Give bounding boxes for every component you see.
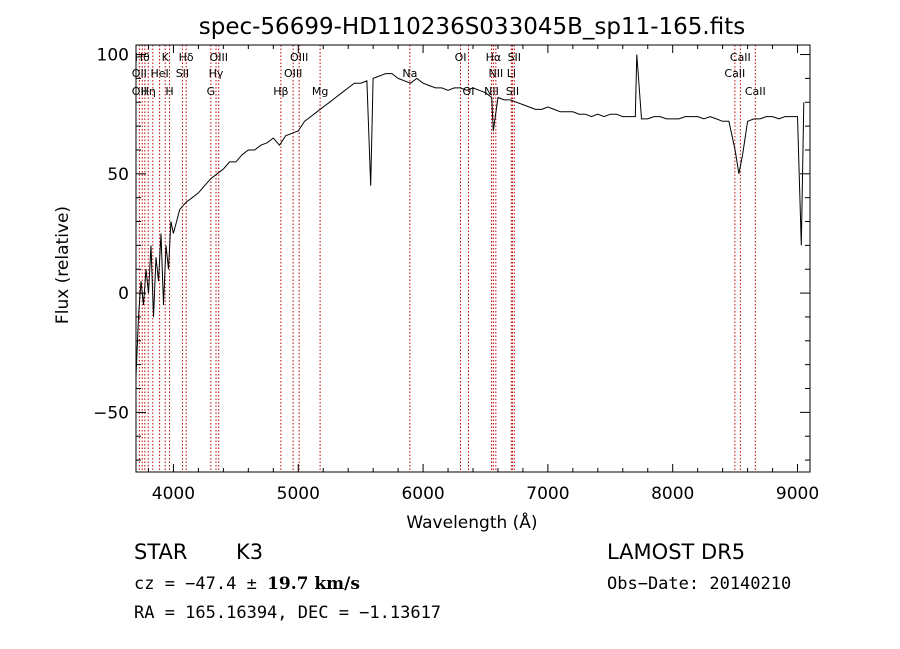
y-tick-label-2: 50 [107,165,129,185]
cz-prefix: cz = −47.4 ± [134,574,268,594]
marker-label-0-5: OI [455,51,467,64]
survey-name: LAMOST DR5 [607,540,746,564]
line-markers [138,45,756,472]
y-axis-label: Flux (relative) [53,206,73,324]
marker-label-1-7: Li [507,67,516,80]
marker-label-1-5: Na [402,67,417,80]
marker-label-2-5: Mg [312,85,328,98]
marker-label-2-7: NII [484,85,499,98]
plot-frame [135,44,811,473]
x-axis-label: Wavelength (Å) [406,511,537,533]
spectrum-series-line [135,54,805,377]
marker-label-2-4: Hβ [273,85,288,98]
x-tick-label-3: 7000 [526,484,569,504]
marker-label-1-6: NII [488,67,503,80]
x-axis-ticks: 4000 5000 6000 7000 8000 9000 [147,45,819,504]
x-tick-label-1: 5000 [277,484,320,504]
marker-label-2-2: H [165,85,173,98]
marker-label-2-3: G [207,85,216,98]
cz-value: 19.7 km/s [267,574,360,594]
marker-label-1-2: SII [176,67,189,80]
marker-label-2-8: SII [506,85,519,98]
marker-label-0-4: OIII [290,51,308,64]
x-tick-label-5: 9000 [776,484,819,504]
marker-label-1-4: OIII [284,67,302,80]
marker-label-2-1: Hη [141,85,156,98]
redshift-line: cz = −47.4 ± 19.7 km/s [134,574,360,594]
marker-label-1-8: CaII [724,67,745,80]
observation-date: Obs−Date: 20140210 [607,574,792,594]
marker-label-2-6: OI [463,85,475,98]
marker-label-0-0: Hθ [135,51,150,64]
object-class: STAR [134,540,188,564]
marker-label-2-9: CaII [745,85,766,98]
y-tick-label-3: 100 [97,46,129,66]
chart-title: spec-56699-HD110236S033045B_sp11-165.fit… [199,14,745,40]
y-tick-label-0: −50 [93,403,129,423]
x-tick-label-0: 4000 [152,484,195,504]
ra-dec-coordinates: RA = 165.16394, DEC = −1.13617 [134,603,442,623]
object-subclass: K3 [236,540,264,564]
marker-label-0-1: K [162,51,170,64]
marker-label-1-1: HeI [150,67,168,80]
marker-label-0-6: Hα [486,51,502,64]
marker-label-1-3: Hγ [209,67,224,80]
marker-label-0-2: Hδ [179,51,194,64]
marker-label-0-8: CaII [730,51,751,64]
marker-label-0-7: SII [508,51,521,64]
y-tick-label-1: 0 [118,284,129,304]
y-axis-ticks: −50 0 50 100 [93,46,810,461]
x-tick-label-4: 8000 [651,484,694,504]
x-tick-label-2: 6000 [401,484,444,504]
marker-label-0-3: OIII [210,51,228,64]
